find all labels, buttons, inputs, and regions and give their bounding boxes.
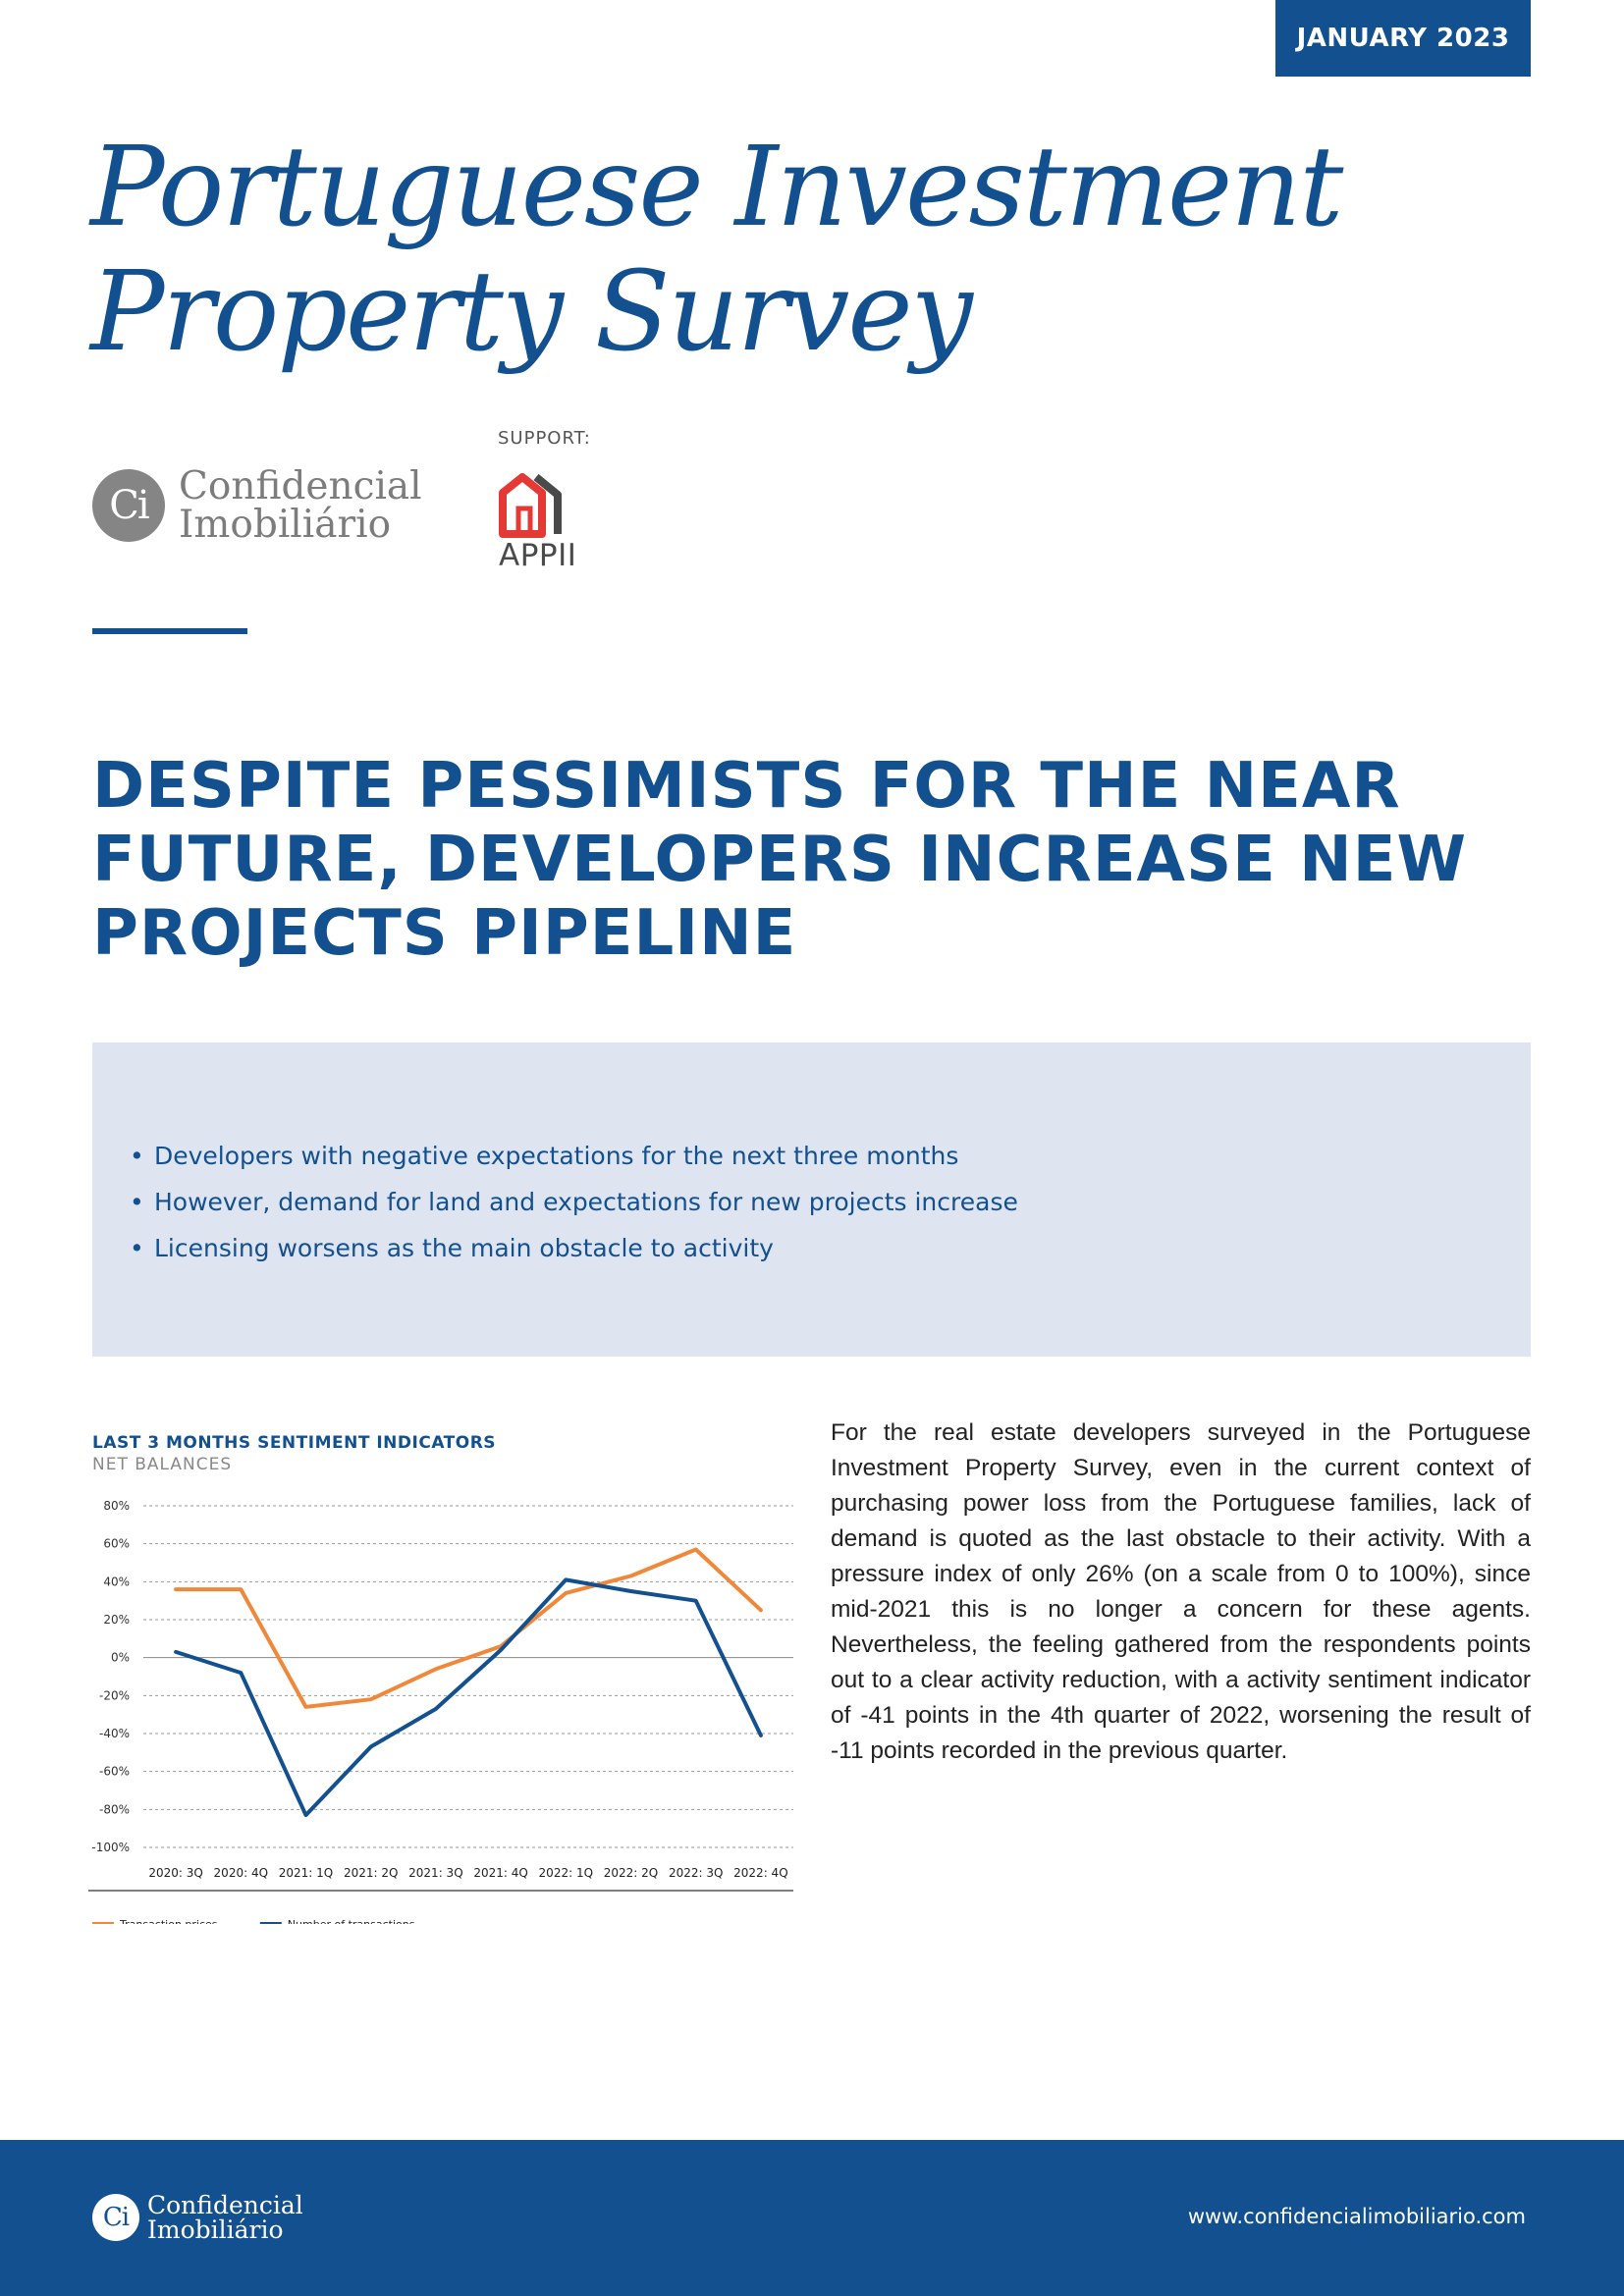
y-tick-label: 80% bbox=[103, 1499, 130, 1513]
footer-wordmark: Confidencial Imobiliário bbox=[147, 2193, 303, 2242]
x-tick-label: 2022: 2Q bbox=[604, 1866, 658, 1880]
chart-subtitle: NET BALANCES bbox=[92, 1455, 233, 1474]
ci-wordmark: Confidencial Imobiliário bbox=[179, 467, 422, 544]
legend-label: Transaction prices bbox=[119, 1918, 218, 1924]
report-title-line2: Property Survey bbox=[90, 248, 973, 376]
footer-url-link[interactable]: www.confidencialimobiliario.com bbox=[1187, 2205, 1526, 2228]
footer-logo: Ci Confidencial Imobiliário bbox=[92, 2193, 303, 2242]
series-line bbox=[174, 1577, 763, 1818]
body-paragraph: For the real estate developers surveyed … bbox=[831, 1419, 1531, 1764]
appii-wordmark: APPII bbox=[499, 538, 577, 573]
confidencial-imobiliario-logo: Ci Confidencial Imobiliário bbox=[92, 467, 422, 544]
headline-line1: DESPITE PESSIMISTS FOR THE NEAR bbox=[92, 750, 1401, 823]
sentiment-line-chart: 80% 60% 40% 20% 0% -20% -40% -60% -80% -100% 2020:… bbox=[88, 1499, 793, 1924]
ci-initials-icon: Ci bbox=[92, 469, 165, 542]
x-tick-label: 2022: 4Q bbox=[733, 1866, 787, 1880]
x-tick-label: 2021: 2Q bbox=[344, 1866, 398, 1880]
chart-title: LAST 3 MONTHS SENTIMENT INDICATORS bbox=[92, 1433, 497, 1453]
footer: Ci Confidencial Imobiliário www.confiden… bbox=[0, 2140, 1624, 2296]
date-badge: JANUARY 2023 bbox=[1275, 0, 1531, 77]
series-line bbox=[174, 1547, 763, 1709]
x-tick-label: 2020: 3Q bbox=[148, 1866, 202, 1880]
x-tick-label: 2022: 3Q bbox=[669, 1866, 723, 1880]
x-tick-label: 2022: 1Q bbox=[539, 1866, 593, 1880]
highlights-list: Developers with negative expectations fo… bbox=[130, 1133, 1018, 1271]
footer-name-line2: Imobiliário bbox=[147, 2216, 284, 2244]
highlight-item: However, demand for land and expectation… bbox=[130, 1179, 1018, 1225]
ci-name-line1: Confidencial bbox=[179, 464, 422, 508]
x-tick-label: 2020: 4Q bbox=[214, 1866, 268, 1880]
y-tick-label: -100% bbox=[91, 1841, 130, 1854]
legend-label: Number of transactions bbox=[288, 1918, 415, 1924]
footer-name-line1: Confidencial bbox=[147, 2191, 303, 2219]
highlight-item: Licensing worsens as the main obstacle t… bbox=[130, 1225, 1018, 1271]
footer-ci-icon: Ci bbox=[92, 2194, 139, 2241]
x-tick-label: 2021: 1Q bbox=[279, 1866, 333, 1880]
headline-line3: PROJECTS PIPELINE bbox=[92, 897, 797, 970]
highlight-item: Developers with negative expectations fo… bbox=[130, 1133, 1018, 1179]
y-tick-label: -40% bbox=[99, 1727, 130, 1740]
report-title-line1: Portuguese Investment bbox=[90, 124, 1343, 251]
y-tick-label: -80% bbox=[99, 1802, 130, 1816]
y-tick-label: 0% bbox=[111, 1651, 130, 1665]
y-tick-label: 40% bbox=[103, 1575, 130, 1588]
y-tick-label: -60% bbox=[99, 1765, 130, 1779]
x-tick-label: 2021: 4Q bbox=[473, 1866, 527, 1880]
title-divider bbox=[92, 628, 247, 634]
headline-line2: FUTURE, DEVELOPERS INCREASE NEW bbox=[92, 824, 1468, 896]
y-tick-label: 60% bbox=[103, 1537, 130, 1551]
headline: DESPITE PESSIMISTS FOR THE NEAR FUTURE, … bbox=[92, 750, 1467, 971]
ci-name-line2: Imobiliário bbox=[179, 503, 392, 547]
appii-house-icon bbox=[499, 473, 562, 538]
report-title: Portuguese Investment Property Survey bbox=[90, 124, 1343, 376]
x-tick-label: 2021: 3Q bbox=[408, 1866, 462, 1880]
y-tick-label: 20% bbox=[103, 1613, 130, 1627]
highlights-box: Developers with negative expectations fo… bbox=[92, 1042, 1531, 1357]
y-tick-label: -20% bbox=[99, 1688, 130, 1702]
support-label: SUPPORT: bbox=[498, 428, 591, 449]
